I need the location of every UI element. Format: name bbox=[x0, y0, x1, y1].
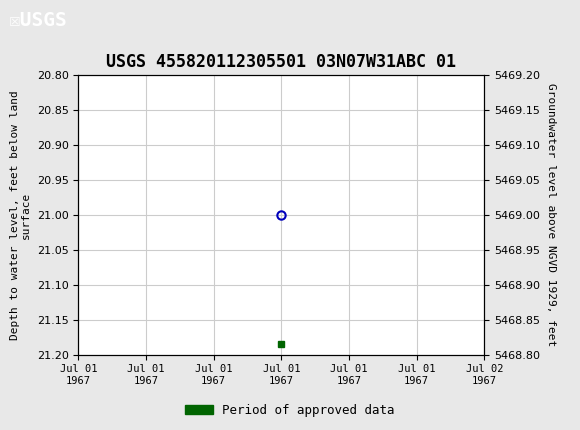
Title: USGS 455820112305501 03N07W31ABC 01: USGS 455820112305501 03N07W31ABC 01 bbox=[106, 53, 456, 71]
Y-axis label: Groundwater level above NGVD 1929, feet: Groundwater level above NGVD 1929, feet bbox=[546, 83, 556, 347]
Legend: Period of approved data: Period of approved data bbox=[180, 399, 400, 421]
Y-axis label: Depth to water level, feet below land
surface: Depth to water level, feet below land su… bbox=[9, 90, 31, 340]
Text: ☒USGS: ☒USGS bbox=[9, 11, 67, 30]
